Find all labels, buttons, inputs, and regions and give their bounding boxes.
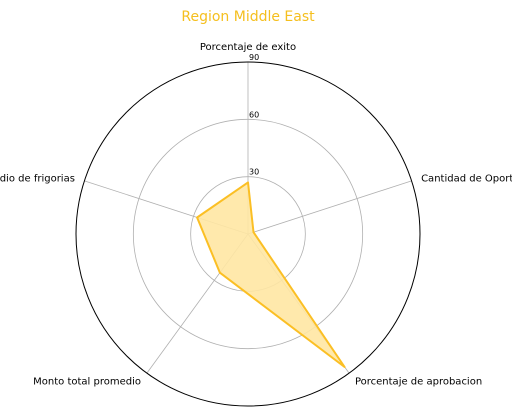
radial-gridline xyxy=(247,180,412,235)
grid-circle xyxy=(132,118,364,350)
r-tick-label: 60 xyxy=(249,110,259,119)
series-polygon xyxy=(196,181,346,368)
chart-title: Region Middle East xyxy=(181,9,315,25)
series-layer xyxy=(196,181,346,368)
r-tick-label: 90 xyxy=(249,53,259,62)
axis-label: Porcentaje de exito xyxy=(200,42,296,53)
axis-label: Monto total promedio xyxy=(33,377,141,388)
axis-label: Promedio de frigorias xyxy=(0,173,75,184)
r-tick-label: 30 xyxy=(249,168,259,177)
axis-label: Porcentaje de aprobacion xyxy=(355,377,482,388)
axis-label: Cantidad de Oportunidades xyxy=(421,173,512,184)
outer-frame-circle xyxy=(75,61,421,407)
